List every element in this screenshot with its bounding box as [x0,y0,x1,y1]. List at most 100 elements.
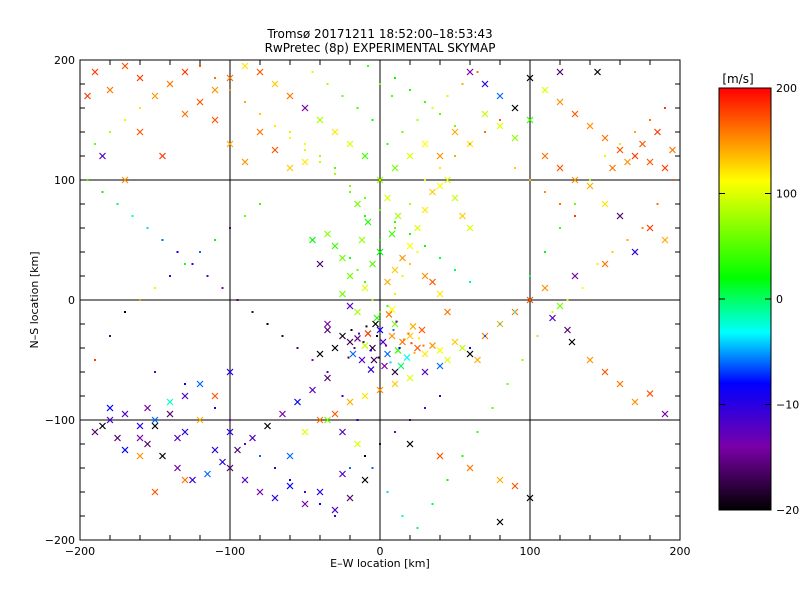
data-point-cross [219,458,226,466]
data-point-cross [181,476,189,484]
data-point-cross [346,398,354,406]
data-point-cross [451,128,459,136]
data-point-cross [331,128,339,136]
axis-ticks [79,59,681,541]
y-axis-label: N–S location [km] [28,251,41,348]
data-point-cross [271,494,279,502]
data-point-cross [196,98,204,106]
data-point-cross [646,224,654,232]
data-point-cross [391,266,399,274]
data-point-dot [446,95,449,97]
data-point-cross [174,434,181,442]
data-point-dot [244,215,246,217]
data-point-cross [99,422,106,430]
data-point-dot [109,335,111,337]
data-point-dot [154,287,156,289]
data-point-cross [331,410,339,418]
data-point-dot [514,311,516,313]
data-point-cross [106,416,114,424]
data-point-cross [406,374,414,382]
data-point-dot [221,287,224,289]
data-point-cross [159,152,166,160]
data-point-dot [544,251,546,253]
data-point-cross [211,446,219,454]
data-point-cross [391,380,399,388]
data-point-cross [466,68,474,76]
data-point-dot [536,335,539,337]
data-point-dot [199,251,201,253]
data-point-cross [364,330,372,338]
data-point-dot [409,263,411,265]
data-point-cross [256,488,264,496]
data-point-dot [439,257,441,259]
colorbar-label: [m/s] [722,72,753,86]
data-point-cross [181,110,189,118]
data-point-dot [641,227,644,229]
data-point-dot [377,356,380,359]
data-point-dot [394,227,396,229]
data-point-cross [91,68,99,76]
data-point-cross [151,422,159,430]
data-point-cross [586,182,594,190]
data-point-cross [339,428,346,436]
data-point-cross [226,74,234,82]
data-point-dot [401,131,404,133]
data-point-cross [399,254,406,262]
data-point-dot [409,203,411,205]
x-tick-labels: −200 −100 0 100 200 [65,545,691,558]
data-point-cross [661,164,669,172]
data-point-cross [421,272,429,280]
data-point-cross [121,446,129,454]
chart-title: Tromsø 20171211 18:52:00–18:53:43 [266,27,492,41]
data-point-cross [646,158,654,166]
data-point-cross [316,260,324,268]
data-points [84,62,676,529]
data-point-dot [401,515,404,517]
data-point-dot [109,131,111,133]
data-point-cross [339,254,346,262]
data-point-cross [661,410,669,418]
data-point-cross [541,86,549,94]
data-point-cross [361,392,369,400]
data-point-cross [316,116,324,124]
data-point-dot [574,203,576,205]
data-point-dot [214,407,216,409]
data-point-dot [491,407,494,409]
data-point-cross [226,464,234,472]
data-point-cross [286,452,294,460]
colorbar-gradient [719,88,771,510]
data-point-cross [136,128,144,136]
data-point-dot [376,335,378,337]
data-point-dot [304,491,306,493]
data-point-dot [364,281,366,283]
data-point-cross [459,344,466,352]
data-point-dot [386,491,389,493]
data-point-dot [371,119,374,121]
data-point-dot [395,320,398,323]
data-point-dot [401,275,404,277]
data-point-dot [379,239,381,241]
data-point-cross [388,230,396,238]
data-point-cross [324,320,331,328]
data-point-dot [146,227,149,229]
data-point-dot [176,251,179,253]
x-tick-label: 0 [377,545,384,558]
data-point-dot [454,269,456,271]
data-point-cross [196,416,204,424]
data-point-dot [506,383,509,385]
y-tick-label: −100 [45,414,75,427]
data-point-dot [370,349,372,352]
data-point-dot [386,143,389,145]
data-point-cross [361,342,369,350]
data-point-dot [206,275,209,277]
data-point-dot [413,351,416,354]
data-point-cross [451,338,459,346]
data-point-cross [286,482,294,490]
data-point-dot [184,383,186,385]
data-point-dot [161,239,164,241]
data-point-cross [346,272,354,280]
data-point-cross [474,356,481,364]
data-point-cross [309,386,316,394]
data-point-cross [166,410,174,418]
data-point-cross [481,80,489,88]
